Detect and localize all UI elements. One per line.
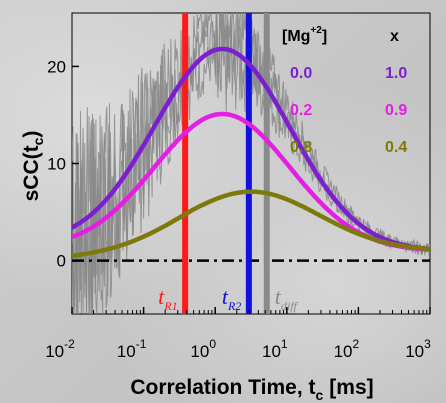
legend: [Mg+2] x 0.0 1.0 0.2 0.9 0.8 0.4 [282, 25, 407, 156]
marker-label-r2: tR2 [222, 284, 241, 313]
x-tick-label: 10-1 [117, 337, 147, 361]
legend-mg-value: 0.2 [290, 102, 312, 119]
marker-label-diff: tdiff [275, 284, 299, 313]
y-tick-label: 0 [57, 252, 66, 271]
marker-labels: tR1 tR2 tdiff [158, 284, 298, 313]
y-axis-title: sCC(tc) [20, 131, 46, 202]
y-tick-label: 10 [47, 155, 66, 174]
x-tick-label: 101 [262, 337, 288, 361]
x-axis-title: Correlation Time, tc [ms] [130, 376, 373, 403]
legend-x-value: 1.0 [385, 65, 407, 82]
y-tick-label: 20 [47, 57, 66, 76]
x-tick-label: 102 [334, 337, 360, 361]
y-axis: 0 10 20 [47, 57, 79, 271]
legend-x-value: 0.9 [385, 102, 407, 119]
x-tick-label: 100 [190, 337, 216, 361]
legend-mg-value: 0.8 [290, 139, 312, 156]
legend-header-x: x [390, 28, 399, 45]
legend-x-value: 0.4 [385, 139, 407, 156]
series-curve-1 [72, 46, 430, 252]
x-tick-label: 10-2 [45, 337, 75, 361]
series-curve-3 [72, 189, 430, 259]
marker-label-r1: tR1 [158, 284, 177, 313]
legend-header-mg: [Mg+2] [282, 25, 327, 45]
fit-curves [72, 46, 430, 259]
legend-mg-value: 0.0 [290, 65, 312, 82]
x-axis: 10-2 10-1 100 101 102 103 [45, 307, 431, 361]
x-tick-label: 103 [405, 337, 431, 361]
